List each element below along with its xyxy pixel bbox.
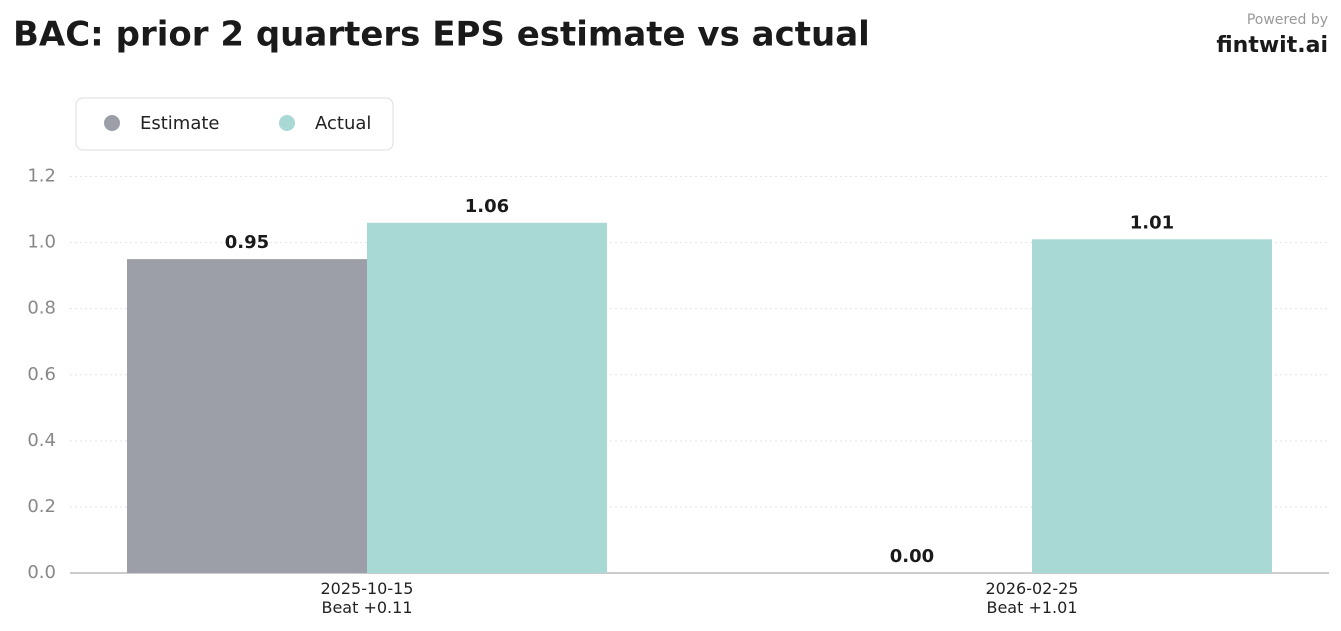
legend-label: Actual — [315, 113, 371, 134]
y-tick-label: 1.0 — [27, 232, 56, 253]
x-tick-label: 2026-02-25 Beat +1.01 — [985, 579, 1079, 617]
chart-title: BAC: prior 2 quarters EPS estimate vs ac… — [13, 15, 870, 55]
legend-box — [75, 97, 394, 151]
y-tick-label: 0.4 — [27, 430, 56, 451]
y-tick-label: 0.8 — [27, 298, 56, 319]
bar — [1032, 239, 1272, 573]
value-label: 1.06 — [465, 196, 509, 217]
value-label: 1.01 — [1130, 212, 1174, 233]
x-tick-label: 2025-10-15 Beat +0.11 — [320, 579, 414, 617]
bar — [367, 222, 607, 573]
legend-label: Estimate — [140, 113, 220, 134]
legend-marker — [279, 115, 295, 131]
y-tick-label: 0.0 — [27, 562, 56, 583]
bar — [127, 259, 367, 573]
y-tick-label: 1.2 — [27, 166, 56, 187]
value-label: 0.00 — [890, 546, 934, 567]
y-tick-label: 0.6 — [27, 364, 56, 385]
legend-marker — [104, 115, 120, 131]
value-label: 0.95 — [225, 232, 269, 253]
brand: fintwit.ai — [1216, 33, 1328, 58]
y-tick-label: 0.2 — [27, 496, 56, 517]
brand-caption: Powered by — [1247, 12, 1328, 28]
